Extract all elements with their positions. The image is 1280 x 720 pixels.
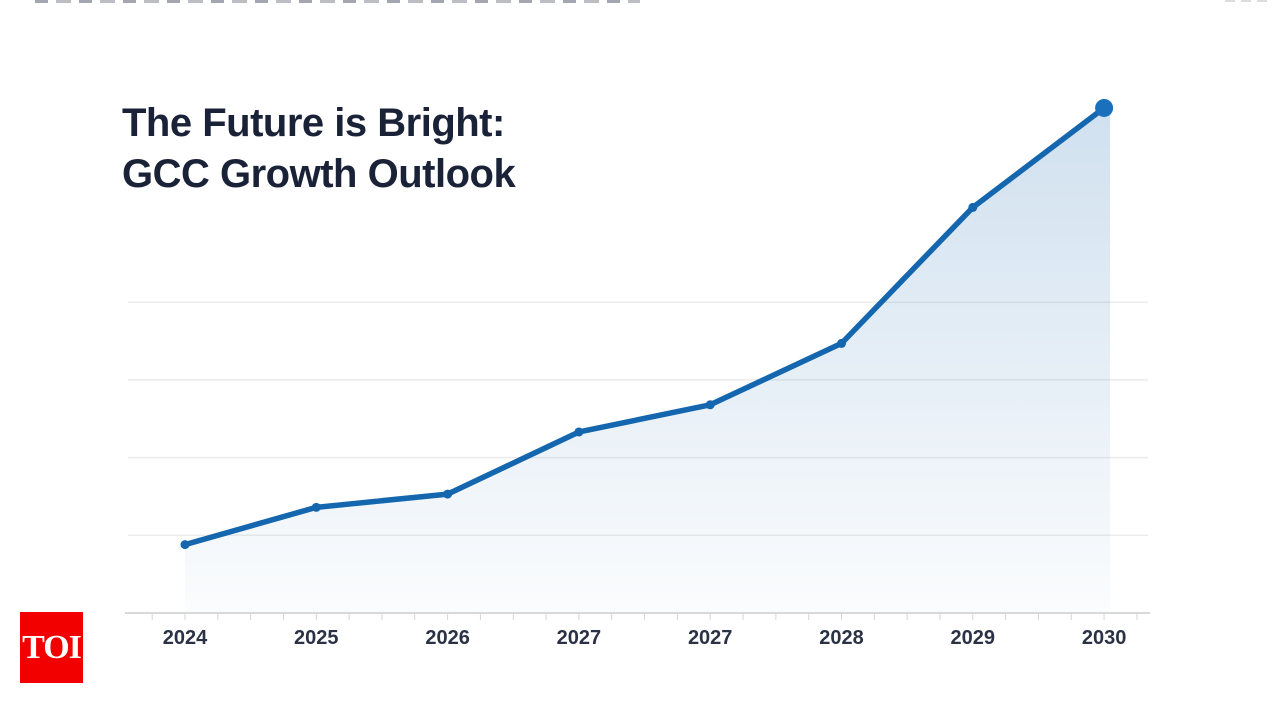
data-point-marker (837, 338, 846, 348)
toi-logo-text: TOI (22, 628, 82, 666)
data-point-marker (311, 502, 321, 512)
data-point-marker (574, 427, 584, 437)
data-point-marker (968, 202, 978, 212)
data-point-marker (443, 489, 453, 499)
chart-title: The Future is Bright: GCC Growth Outlook (122, 98, 516, 200)
toi-logo: TOI (20, 612, 83, 683)
data-point-marker (705, 400, 715, 410)
x-axis (125, 612, 1150, 620)
endpoint-marker (1095, 98, 1114, 117)
chart-title-line2: GCC Growth Outlook (122, 152, 516, 196)
trend-line-path (182, 105, 1107, 548)
data-point-marker (180, 540, 190, 550)
data-point-markers (180, 98, 1114, 550)
chart-title-line1: The Future is Bright: (122, 101, 505, 145)
cropped-text-artifact-right (1225, 0, 1273, 2)
cropped-text-artifact (35, 0, 640, 3)
area-fill (185, 107, 1111, 613)
area-fill-shape (185, 107, 1111, 613)
trend-line (182, 105, 1107, 548)
